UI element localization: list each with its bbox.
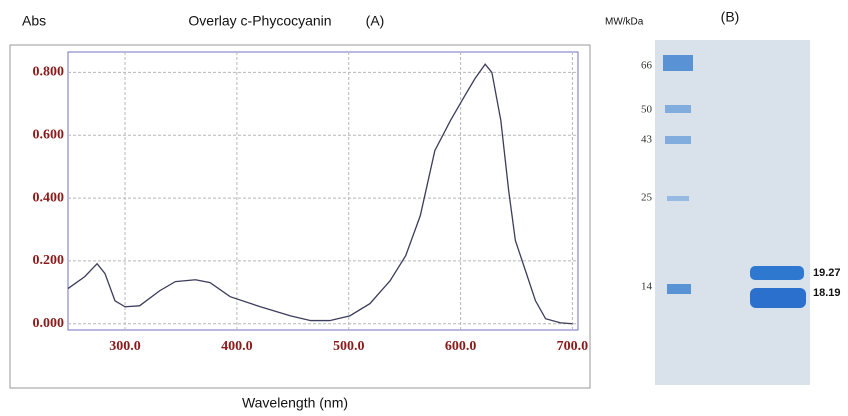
marker-label: 50 [641, 104, 653, 116]
gel-band [750, 288, 806, 308]
gel-panel: MW/kDa (B) 66 50 43 25 14 19.27 18.19 [605, 9, 841, 385]
gel-band [667, 284, 691, 294]
gel-band [663, 55, 693, 71]
band-label: 19.27 [813, 267, 841, 279]
x-tick-label: 400.0 [221, 339, 253, 354]
marker-label: 66 [641, 60, 653, 72]
gel-band [750, 266, 804, 280]
gel-band [665, 105, 691, 113]
x-tick-label: 600.0 [445, 339, 477, 354]
y-tick-label: 0.000 [33, 316, 65, 331]
gel [655, 40, 810, 385]
page: Abs Overlay c-Phycocyanin (A) Wavelength… [0, 0, 848, 416]
x-axis-label: Wavelength (nm) [242, 395, 348, 411]
plot-area [68, 52, 578, 330]
y-tick-label: 0.600 [33, 127, 65, 142]
gel-band [667, 196, 689, 201]
gel-band [665, 136, 691, 144]
chart-title: Overlay c-Phycocyanin [188, 13, 331, 29]
marker-label: 43 [641, 134, 653, 146]
y-axis-label: Abs [22, 13, 46, 29]
marker-label: 25 [641, 192, 653, 204]
band-label: 18.19 [813, 287, 841, 299]
gel-axis-label: MW/kDa [605, 17, 644, 28]
x-tick-label: 700.0 [557, 339, 589, 354]
x-tick-label: 500.0 [333, 339, 365, 354]
marker-label: 14 [641, 281, 653, 293]
y-tick-label: 0.400 [33, 190, 65, 205]
gel-title: (B) [721, 9, 740, 25]
y-tick-label: 0.800 [33, 65, 65, 80]
x-tick-label: 300.0 [109, 339, 141, 354]
y-tick-label: 0.200 [33, 253, 65, 268]
figure: Abs Overlay c-Phycocyanin (A) Wavelength… [0, 0, 848, 416]
panel-label: (A) [366, 13, 385, 29]
